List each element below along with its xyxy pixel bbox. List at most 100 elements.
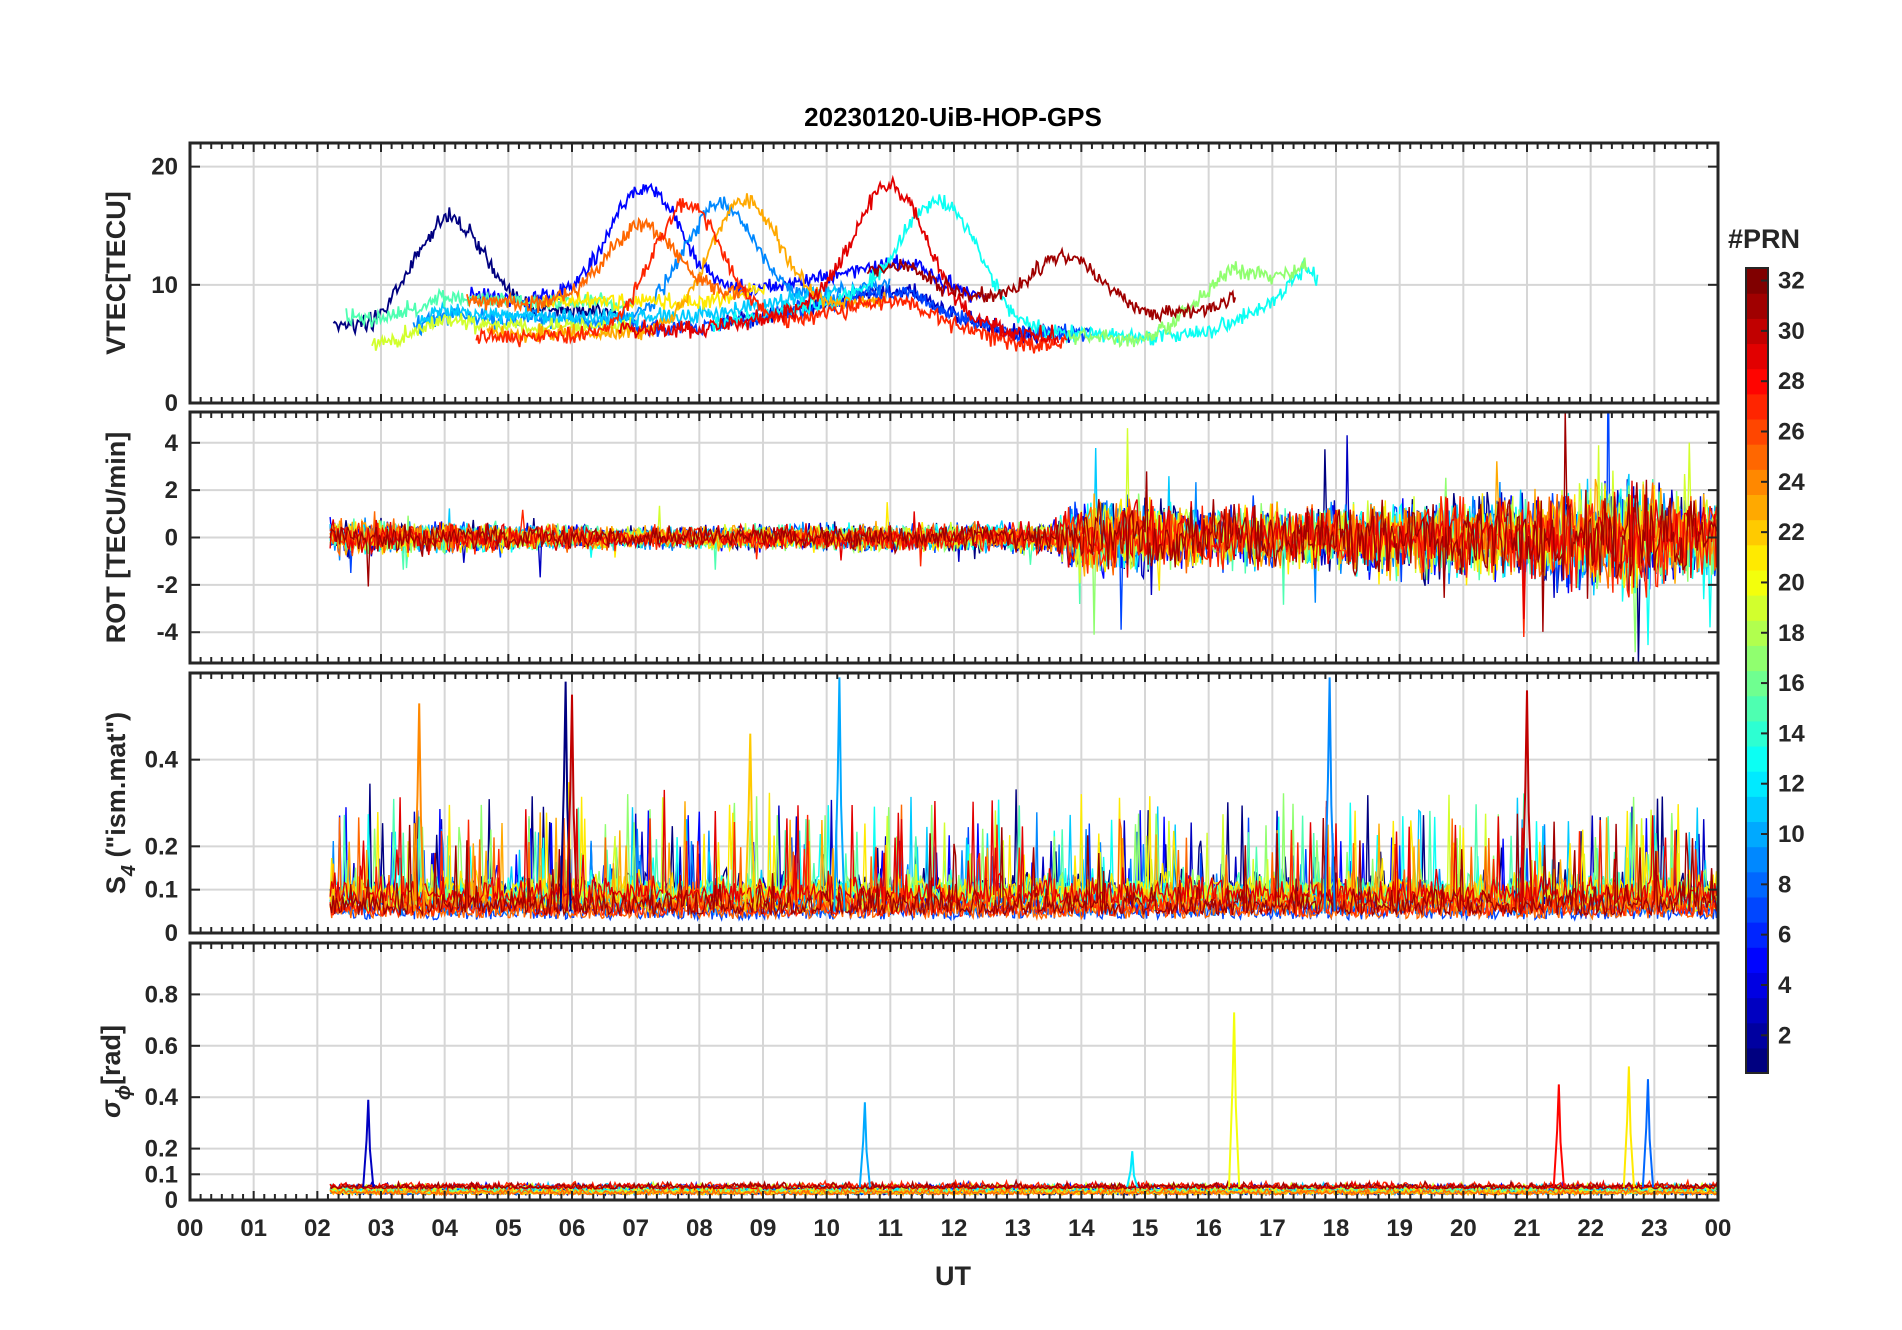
colorbar-tick-label: 26 [1778,419,1805,446]
peak-1 [362,1099,375,1188]
x-tick-label: 17 [1259,1215,1286,1242]
colorbar-tick-label: 14 [1778,720,1805,747]
panel-2: -4 -2 0 2 4 ROT [TECU/min] [101,410,1720,665]
peak-6 [1323,677,1336,912]
x-tick-label: 05 [495,1215,522,1242]
y-tick-label: 0.4 [145,747,179,774]
colorbar-tick-label: 22 [1778,519,1805,546]
colorbar-segment [1746,645,1768,672]
colorbar-segment [1746,972,1768,999]
peak-7 [1520,690,1534,912]
x-tick-label: 04 [431,1215,458,1242]
x-tick-label: 09 [750,1215,777,1242]
peak-5 [1552,1084,1565,1188]
x-tick-label: 08 [686,1215,713,1242]
x-tick-label: 06 [559,1215,586,1242]
colorbar-segment [1746,444,1768,470]
y-tick-label: -4 [157,619,179,646]
colorbar-tick-label: 20 [1778,569,1805,596]
x-axis-label: UT [935,1261,971,1291]
x-tick-label: 14 [1068,1215,1095,1242]
colorbar-segment [1746,670,1768,697]
colorbar-segment [1746,947,1768,973]
colorbar-tick-label: 24 [1778,469,1805,496]
colorbar-segment [1746,494,1768,521]
colorbar-segment [1746,519,1768,546]
y-axis-label: ROT [TECU/min] [101,432,131,643]
x-tick-label: 15 [1132,1215,1159,1242]
series-prn-29 [618,174,1060,346]
y-tick-label: 0.1 [145,1161,178,1188]
y-tick-label: 0.6 [145,1033,178,1060]
colorbar-label: #PRN [1728,224,1800,254]
colorbar-segment [1746,771,1768,797]
series-prn-27 [475,198,1068,354]
y-tick-label: 0.8 [145,981,178,1008]
x-tick-label: 12 [941,1215,968,1242]
colorbar-tick-label: 30 [1778,318,1805,345]
colorbar-segment [1746,368,1768,395]
colorbar-tick-label: 8 [1778,871,1791,898]
y-tick-label: 0 [165,390,178,417]
colorbar-segment [1746,745,1768,772]
y-tick-label: -2 [157,572,178,599]
colorbar-tick-label: 18 [1778,620,1805,647]
x-tick-label: 03 [368,1215,395,1242]
series-prn-31 [329,412,1718,632]
x-tick-label: 18 [1323,1215,1350,1242]
colorbar-segment [1746,1047,1768,1074]
panel-4: 00.10.2 0.4 0.6 0.8 σϕ[rad] 00 01 02 03 04 05 06 07 0… [96,941,1732,1242]
y-tick-label: 10 [151,272,178,299]
x-tick-label: 13 [1004,1215,1031,1242]
colorbar-tick-label: 16 [1778,670,1805,697]
series-prn-31 [866,246,1237,323]
y-tick-label: 0 [165,920,178,947]
data-traces [332,174,1319,354]
y-tick-label: 0.1 [145,877,178,904]
x-tick-label: 00 [1705,1215,1732,1242]
x-tick-label: 16 [1195,1215,1222,1242]
x-tick-label: 00 [177,1215,204,1242]
x-tick-label: 11 [878,1215,903,1242]
x-tick-label: 10 [813,1215,840,1242]
colorbar-segment [1746,871,1768,898]
x-tick-label: 20 [1450,1215,1477,1242]
data-traces [329,412,1718,663]
series-prn-25 [466,216,752,313]
colorbar-tick-label: 10 [1778,821,1805,848]
colorbar-frame [1745,267,1769,1074]
colorbar-segment [1746,821,1768,848]
x-tick-label: 07 [622,1215,649,1242]
y-tick-label: 0.4 [145,1084,179,1111]
colorbar-tick-label: 32 [1778,268,1805,295]
colorbar-segment [1746,268,1768,294]
x-tick-label: 23 [1641,1215,1668,1242]
peak-5 [833,677,846,912]
colorbar-tick-label: 2 [1778,1022,1791,1049]
peak-7 [1641,1079,1655,1188]
y-axis-label: S4 ("ism.mat") [101,712,140,894]
series-prn-11 [418,283,838,328]
y-tick-label: 0.2 [145,1136,178,1163]
x-tick-label: 01 [240,1215,267,1242]
chart-title: 20230120-UiB-HOP-GPS [804,102,1102,132]
y-tick-label: 20 [151,154,178,181]
colorbar-segment [1746,544,1768,571]
peak-2 [565,694,579,912]
x-tick-label: 19 [1386,1215,1413,1242]
x-tick-label: 21 [1514,1215,1541,1242]
colorbar-segment [1746,569,1768,596]
peak-6 [1622,1066,1635,1188]
y-tick-label: 4 [165,430,179,457]
colorbar-segment [1746,620,1768,646]
series-prn-29 [329,480,1718,620]
colorbar-segment [1746,796,1768,823]
y-tick-label: 0 [165,1187,178,1214]
colorbar-tick-label: 12 [1778,771,1805,798]
data-traces [329,677,1718,922]
colorbar-tick-label: 28 [1778,368,1805,395]
peak-3 [1228,1012,1241,1188]
